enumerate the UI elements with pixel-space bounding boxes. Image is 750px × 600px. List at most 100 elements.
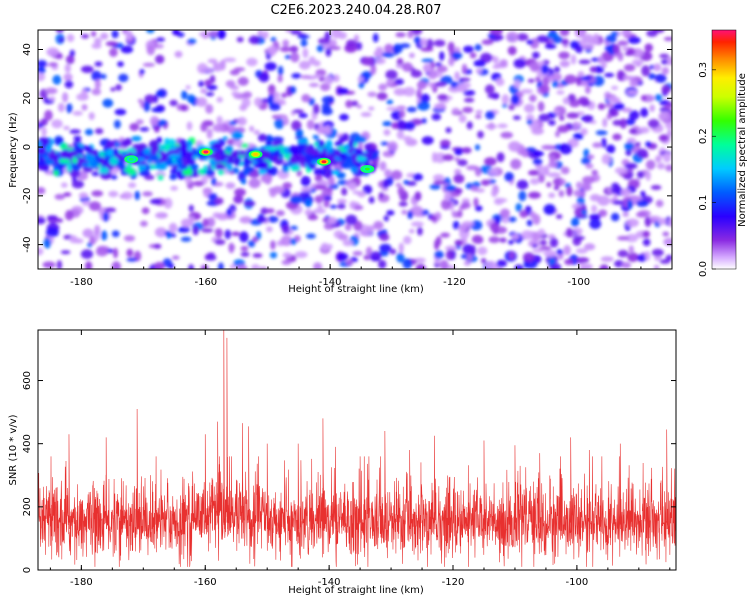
heatmap-cell xyxy=(280,235,293,246)
heatmap-cell xyxy=(336,252,349,261)
heatmap-cell xyxy=(202,187,213,193)
heatmap-cell xyxy=(537,228,546,236)
heatmap-cell xyxy=(583,148,590,158)
heatmap-cell xyxy=(625,149,632,156)
heatmap-cell xyxy=(395,32,406,38)
heatmap-cell xyxy=(440,139,451,147)
heatmap-cell xyxy=(419,38,428,47)
heatmap-cell xyxy=(111,30,119,39)
heatmap-cell xyxy=(125,30,133,41)
heatmap-x-label: Height of straight line (km) xyxy=(288,284,424,295)
heatmap-cell xyxy=(66,34,75,42)
snr-y-tick-label: 400 xyxy=(22,434,33,453)
heatmap-cell xyxy=(313,208,326,214)
heatmap-cell xyxy=(200,88,208,94)
heatmap-cell xyxy=(444,192,452,202)
heatmap-cell xyxy=(595,130,608,136)
heatmap-cell xyxy=(239,104,248,111)
heatmap-cell xyxy=(172,255,180,260)
heatmap-cell xyxy=(200,264,209,269)
heatmap-band-cell xyxy=(332,170,339,175)
heatmap-cell xyxy=(621,261,632,269)
heatmap-cell xyxy=(666,129,672,138)
heatmap-cell xyxy=(406,106,417,113)
heatmap-peak xyxy=(365,167,370,171)
heatmap-cell xyxy=(601,61,607,69)
heatmap-band-cell xyxy=(310,148,320,156)
heatmap-cell xyxy=(172,30,180,36)
heatmap-band-cell xyxy=(312,153,319,161)
heatmap-cell xyxy=(564,258,574,266)
heatmap-cell xyxy=(532,243,538,248)
heatmap-peak xyxy=(321,160,327,164)
heatmap-band-cell xyxy=(179,164,188,170)
heatmap-band-cell xyxy=(169,173,177,181)
heatmap-cell xyxy=(379,161,387,171)
heatmap-cell xyxy=(484,260,497,269)
heatmap-cell xyxy=(658,134,669,142)
snr-x-tick-label: -160 xyxy=(194,577,217,588)
heatmap-cell xyxy=(187,38,197,45)
heatmap-cell xyxy=(78,192,89,199)
heatmap-cell xyxy=(473,59,486,67)
heatmap-cell xyxy=(393,88,407,96)
heatmap-cell xyxy=(322,191,333,196)
heatmap-cell xyxy=(547,172,561,178)
heatmap-cell xyxy=(585,163,594,170)
heatmap-cell xyxy=(644,216,652,228)
heatmap-cell xyxy=(525,147,536,152)
heatmap-cell xyxy=(440,199,452,210)
heatmap-cell xyxy=(607,96,621,104)
heatmap-cell xyxy=(69,49,75,57)
heatmap-cell xyxy=(515,203,522,212)
heatmap-band-cell xyxy=(115,141,121,148)
heatmap-band-cell xyxy=(45,160,56,165)
heatmap-cell xyxy=(112,247,119,259)
heatmap-cell xyxy=(460,254,468,259)
heatmap-cell xyxy=(645,159,656,170)
heatmap-cell xyxy=(451,51,463,60)
heatmap-band-cell xyxy=(38,145,47,155)
snr-y-ticks: 0 200 400 600 xyxy=(22,371,676,573)
heatmap-cell xyxy=(316,44,324,53)
colorbar: 0.0 0.1 0.2 0.3 Normalized spectral amplitu… xyxy=(698,29,748,277)
heatmap-cell xyxy=(445,245,458,251)
heatmap-frame xyxy=(37,29,673,270)
heatmap-cell xyxy=(659,259,671,264)
heatmap-cell xyxy=(327,243,333,250)
heatmap-cell xyxy=(389,248,397,255)
heatmap-cell xyxy=(659,53,670,59)
heatmap-cell xyxy=(526,219,533,227)
heatmap-cell xyxy=(38,67,46,72)
heatmap-cell xyxy=(204,79,212,87)
heatmap-cell xyxy=(63,73,73,82)
heatmap-cell xyxy=(269,251,278,259)
heatmap-cell xyxy=(100,73,107,80)
heatmap-cell xyxy=(217,30,226,40)
heatmap-cell xyxy=(453,173,465,184)
heatmap-band-cell xyxy=(222,136,228,141)
heatmap-cell xyxy=(382,179,390,189)
heatmap-cell xyxy=(91,171,100,177)
heatmap-cell xyxy=(573,189,581,197)
heatmap-cell xyxy=(382,121,393,127)
heatmap-cell xyxy=(105,41,118,47)
heatmap-band-cell xyxy=(215,163,226,170)
heatmap-cell xyxy=(480,52,493,64)
heatmap-band-cell xyxy=(170,168,179,174)
heatmap-cell xyxy=(597,103,606,110)
heatmap-cell xyxy=(247,240,256,248)
heatmap-cell xyxy=(213,65,223,72)
heatmap-cell xyxy=(474,144,481,151)
heatmap-band-cell xyxy=(106,149,115,156)
heatmap-cell xyxy=(454,188,463,194)
heatmap-cell xyxy=(378,259,387,269)
heatmap-band-cell xyxy=(180,147,187,158)
heatmap-cell xyxy=(57,102,65,113)
heatmap-cell xyxy=(538,173,545,183)
heatmap-cell xyxy=(598,209,608,217)
heatmap-cell xyxy=(604,72,615,78)
heatmap-cell xyxy=(506,31,519,43)
heatmap-cell xyxy=(180,236,192,242)
heatmap-cell xyxy=(485,124,497,129)
